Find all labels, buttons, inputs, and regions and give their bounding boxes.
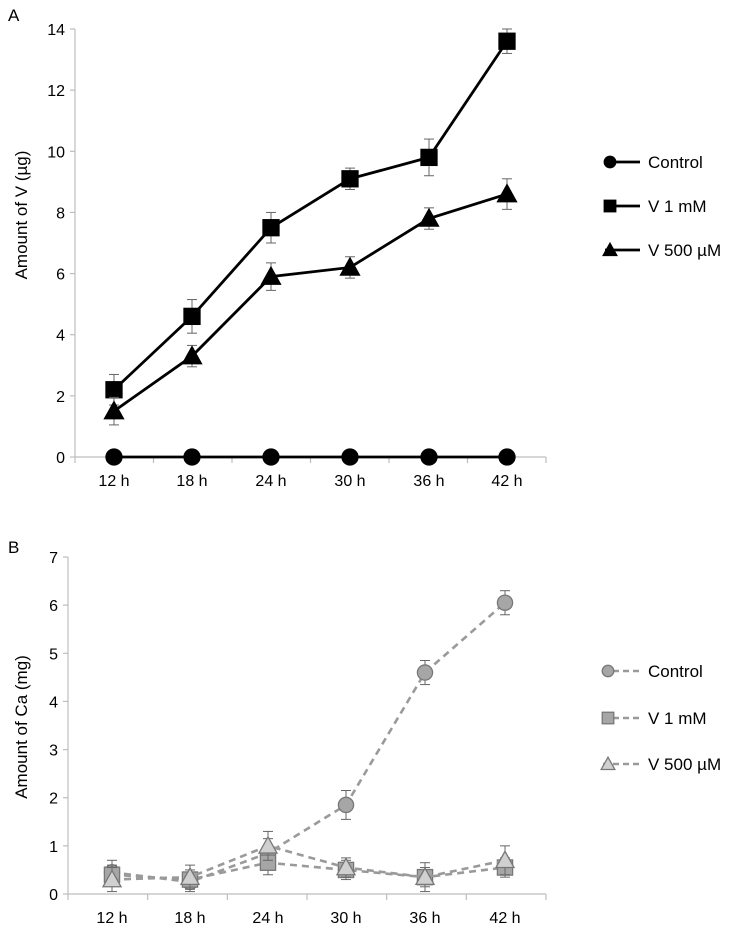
x-tick-label: 12 h	[98, 473, 129, 490]
legend-marker-v-1-mm	[603, 199, 617, 213]
legend-label: V 1 mM	[648, 197, 707, 216]
x-tick-label: 18 h	[176, 473, 207, 490]
legend-item-control: Control	[601, 662, 703, 681]
x-tick-label: 24 h	[255, 473, 286, 490]
x-tick-label: 12 h	[96, 910, 127, 926]
y-tick-label: 12	[47, 83, 65, 100]
y-tick-label: 10	[47, 144, 65, 161]
data-point-control	[105, 448, 123, 466]
x-tick-label: 30 h	[334, 473, 365, 490]
x-tick-label: 36 h	[409, 910, 440, 926]
data-point-v-1-mm	[105, 381, 123, 399]
x-tick-label: 30 h	[330, 910, 361, 926]
data-point-v-500-m	[181, 345, 203, 365]
legend-marker-v-1-mm	[601, 711, 615, 725]
data-point-v-1-mm	[341, 170, 359, 188]
series-line-control	[111, 601, 506, 884]
series-control	[103, 590, 514, 893]
data-point-v-500-m	[335, 857, 357, 876]
x-tick-label: 24 h	[252, 910, 283, 926]
data-point-control	[341, 448, 359, 466]
y-tick-label: 0	[56, 450, 65, 467]
series-line-v-500-m	[113, 192, 508, 413]
y-tick-label: 6	[49, 598, 58, 615]
legend-marker-v-500-m	[600, 755, 616, 771]
panel-b-label: B	[8, 538, 19, 557]
data-point-v-500-m	[339, 256, 361, 276]
legend-item-v-500-m: V 500 µM	[600, 755, 721, 774]
data-point-v-500-m	[496, 183, 518, 203]
x-tick-label: 36 h	[413, 473, 444, 490]
series-line-v-1-mm	[111, 861, 506, 881]
legend-label: V 500 µM	[648, 755, 721, 774]
data-point-v-500-m	[257, 835, 279, 854]
data-point-v-1-mm	[498, 32, 516, 50]
x-tick-label: 18 h	[174, 910, 205, 926]
series-line-v-500-m	[111, 844, 506, 881]
data-point-control	[420, 448, 438, 466]
data-point-control	[498, 448, 516, 466]
y-tick-label: 2	[49, 791, 58, 808]
series-line-v-1-mm	[113, 40, 509, 391]
y-tick-label: 14	[47, 22, 65, 39]
data-point-v-500-m	[414, 866, 436, 886]
series-control	[105, 448, 516, 466]
data-point-v-500-m	[101, 869, 123, 888]
data-point-v-500-m	[103, 400, 125, 420]
x-tick-label: 42 h	[491, 473, 522, 490]
y-tick-label: 0	[49, 887, 58, 904]
legend-item-v-1-mm: V 1 mM	[603, 197, 707, 216]
y-tick-label: 2	[56, 389, 65, 406]
legend-label: Control	[648, 153, 703, 172]
data-point-v-1-mm	[262, 219, 280, 237]
panel-a-label: A	[8, 6, 20, 25]
data-point-v-1-mm	[420, 148, 438, 167]
panel-a-chart: A Amount of V (µg) 0 2 4 6 8 10 12 14 12 h 18 h 24…	[8, 6, 721, 490]
series-v-1-mm	[105, 28, 516, 406]
legend-marker-control	[603, 155, 617, 169]
y-tick-label: 4	[49, 694, 58, 711]
panel-b-y-axis-label: Amount of Ca (mg)	[12, 655, 31, 799]
series-v-1-mm	[103, 850, 514, 890]
y-tick-label: 1	[49, 839, 58, 856]
panel-a-y-axis-label: Amount of V (µg)	[12, 151, 31, 280]
legend-item-v-500-m: V 500 µM	[602, 241, 721, 260]
legend-marker-v-500-m	[602, 241, 618, 257]
y-tick-label: 6	[56, 267, 65, 284]
data-point-control	[337, 796, 355, 814]
data-point-v-500-m	[418, 207, 440, 227]
x-tick-label: 42 h	[489, 910, 520, 926]
legend-item-v-1-mm: V 1 mM	[601, 709, 707, 728]
legend-item-control: Control	[603, 153, 703, 172]
data-point-v-500-m	[494, 849, 516, 869]
data-point-control	[496, 594, 514, 611]
data-point-control	[262, 448, 280, 466]
y-tick-label: 8	[56, 205, 65, 222]
legend-label: V 1 mM	[648, 709, 707, 728]
panel-b-chart: B Amount of Ca (mg) 0 1 2 3 4 5 6 7 12 h 18 h 24 h…	[8, 538, 721, 926]
legend-label: V 500 µM	[648, 241, 721, 260]
legend-label: Control	[648, 662, 703, 681]
y-tick-label: 3	[49, 743, 58, 760]
series-v-500-m	[103, 178, 518, 426]
data-point-v-1-mm	[183, 307, 201, 326]
series-v-500-m	[101, 830, 516, 893]
y-tick-label: 4	[56, 328, 65, 345]
y-tick-label: 5	[49, 646, 58, 663]
data-point-control	[183, 448, 201, 466]
data-point-v-500-m	[179, 866, 201, 886]
data-point-control	[416, 664, 434, 681]
data-point-v-500-m	[260, 265, 282, 285]
legend-marker-control	[601, 664, 615, 678]
y-tick-label: 7	[49, 550, 58, 567]
